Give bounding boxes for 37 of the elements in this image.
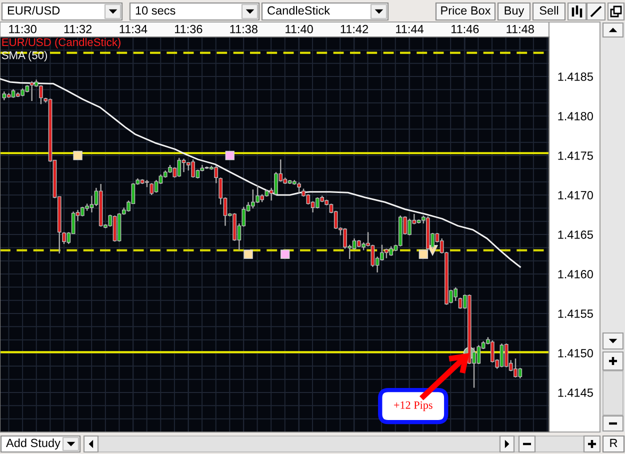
line-series (0, 78, 521, 268)
point (73, 150, 82, 160)
x-tick-label: 11:46 (451, 24, 479, 34)
text: EUR/USD (8, 6, 60, 15)
text: Sell (540, 6, 558, 15)
point (225, 150, 234, 160)
x-tick-label: 11:36 (174, 24, 202, 34)
annotation: +12 Pips (394, 401, 432, 412)
x-tick-label: 11:48 (506, 24, 534, 34)
chart-title: EUR/USD (CandleStick) (2, 38, 120, 48)
text: 10 secs (136, 6, 176, 15)
y-tick-label: 1.4180 (558, 112, 593, 120)
point (280, 250, 290, 259)
text: Add Study (6, 438, 60, 450)
x-tick-label: 11:40 (286, 24, 313, 34)
x-tick-label: 11:30 (9, 24, 36, 34)
x-tick-label: 11:34 (120, 24, 148, 34)
x-tick-label: 11:38 (230, 24, 258, 34)
y-tick-label: 1.4185 (558, 72, 593, 81)
point (418, 250, 428, 259)
candlestick (150, 182, 154, 196)
y-tick-label: 1.4170 (558, 191, 593, 200)
point (244, 250, 253, 259)
y-tick-label: 1.4175 (558, 152, 593, 160)
y-tick-label: 1.4145 (558, 388, 593, 397)
y-tick-label: 1.4155 (558, 310, 593, 318)
y-tick-label: 1.4150 (558, 349, 593, 358)
x-tick-label: 11:42 (340, 24, 368, 34)
x-tick-label: 11:44 (396, 25, 424, 34)
x-tick-label: 11:32 (64, 24, 92, 34)
text: Price Box (441, 6, 491, 15)
candlestick (30, 80, 34, 102)
text: CandleStick (268, 6, 330, 15)
text: Buy (504, 6, 524, 17)
y-tick-label: 1.4160 (558, 270, 593, 278)
y-tick-label: 1.4165 (558, 230, 593, 239)
text: R (610, 438, 618, 448)
